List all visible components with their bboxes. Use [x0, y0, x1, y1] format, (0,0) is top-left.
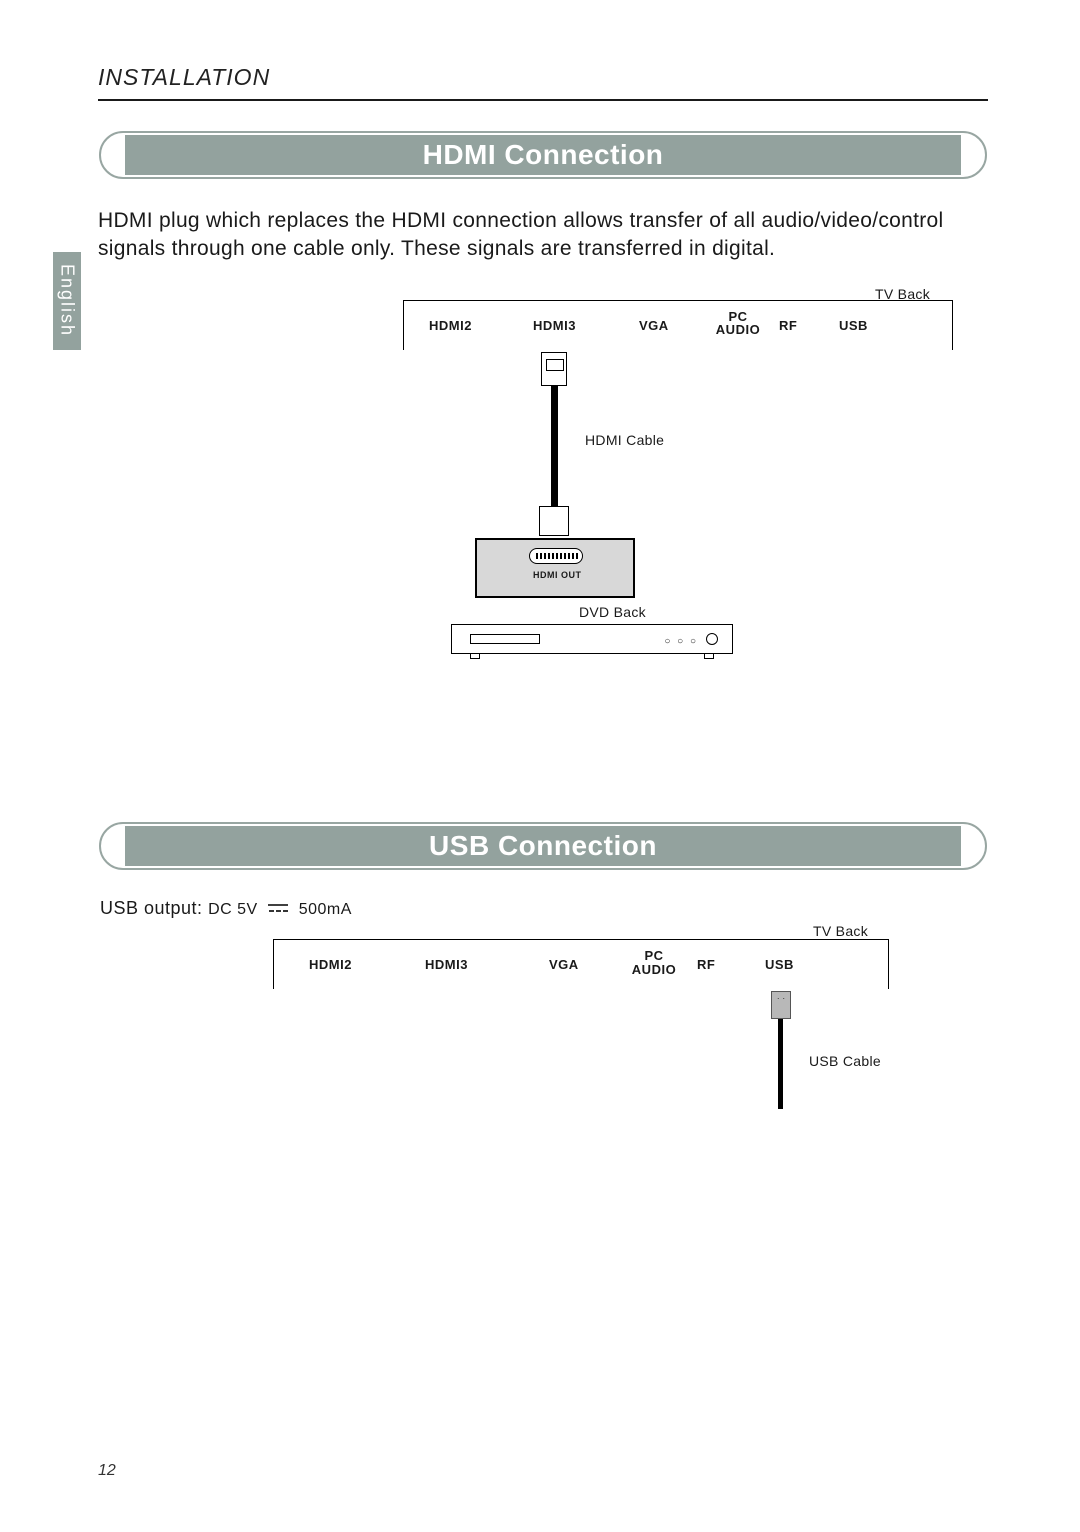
usb-banner-fill: USB Connection	[125, 826, 961, 866]
hdmi-cable	[551, 386, 558, 506]
language-tab-label: English	[57, 264, 78, 337]
port-pcaudio: PC AUDIO	[713, 310, 763, 337]
port-hdmi3: HDMI3	[533, 318, 576, 333]
dvd-foot-left	[470, 654, 480, 659]
usb-output-current: 500mA	[299, 901, 352, 918]
page-number: 12	[98, 1462, 116, 1480]
hdmi-plug-top	[541, 352, 567, 386]
hdmi-out-label: HDMI OUT	[533, 570, 582, 580]
dvd-back-label: DVD Back	[579, 604, 646, 620]
page-content: INSTALLATION HDMI Connection HDMI plug w…	[98, 64, 988, 1153]
hdmi-banner-fill: HDMI Connection	[125, 135, 961, 175]
usb-port-vga: VGA	[549, 957, 579, 972]
usb-cable	[778, 1019, 783, 1109]
usb-port-hdmi3: HDMI3	[425, 957, 468, 972]
usb-plug	[771, 991, 791, 1019]
hdmi-cable-label: HDMI Cable	[585, 432, 664, 448]
hdmi-out-slot	[529, 548, 583, 564]
port-usb: USB	[839, 318, 868, 333]
usb-tv-back-label: TV Back	[813, 923, 868, 939]
port-rf: RF	[779, 318, 797, 333]
hdmi-banner-text: HDMI Connection	[423, 139, 664, 171]
hdmi-description: HDMI plug which replaces the HDMI connec…	[98, 207, 988, 264]
usb-port-pcaudio: PC AUDIO	[629, 949, 679, 976]
usb-port-hdmi2: HDMI2	[309, 957, 352, 972]
dc-symbol-icon	[267, 898, 289, 919]
usb-output-prefix: USB output:	[100, 898, 203, 918]
section-header: INSTALLATION	[98, 64, 988, 91]
usb-banner: USB Connection	[99, 822, 987, 870]
usb-port-usb: USB	[765, 957, 794, 972]
hdmi-diagram: TV Back HDMI2 HDMI3 VGA PC AUDIO RF USB …	[403, 282, 963, 702]
usb-cable-label: USB Cable	[809, 1053, 881, 1069]
usb-banner-text: USB Connection	[429, 830, 657, 862]
dvd-knob	[706, 633, 718, 645]
usb-output-line: USB output: DC 5V 500mA	[100, 898, 988, 920]
usb-output-voltage: DC 5V	[208, 901, 258, 918]
port-vga: VGA	[639, 318, 669, 333]
tv-back-panel	[403, 300, 953, 350]
usb-tv-back-panel	[273, 939, 889, 989]
dvd-hdmi-panel: HDMI OUT	[475, 538, 635, 598]
hdmi-banner: HDMI Connection	[99, 131, 987, 179]
dvd-dots: ○ ○ ○	[664, 636, 698, 647]
port-hdmi2: HDMI2	[429, 318, 472, 333]
language-tab: English	[53, 252, 81, 350]
usb-port-rf: RF	[697, 957, 715, 972]
dvd-tray	[470, 634, 540, 644]
header-rule	[98, 99, 988, 101]
hdmi-plug-bottom	[539, 506, 569, 536]
dvd-unit: ○ ○ ○	[451, 624, 733, 654]
dvd-foot-right	[704, 654, 714, 659]
usb-diagram: TV Back HDMI2 HDMI3 VGA PC AUDIO RF USB …	[273, 923, 893, 1153]
